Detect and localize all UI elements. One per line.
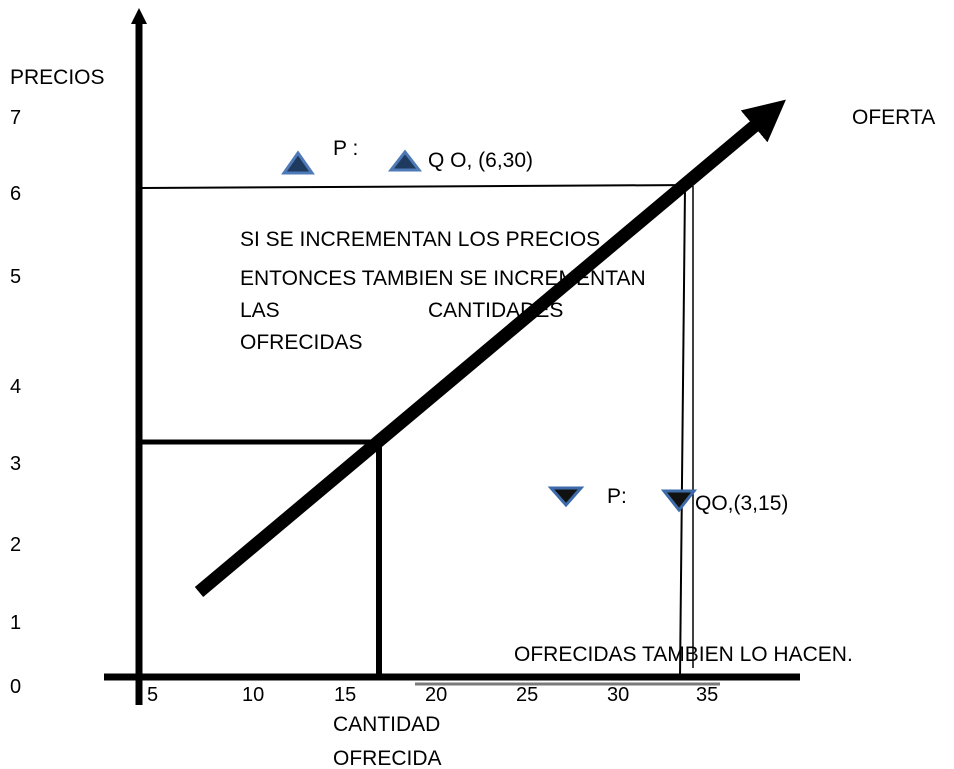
legend-up-price-label: P : — [333, 137, 358, 160]
explanation-line-4: OFRECIDAS — [240, 331, 363, 354]
x-tick-label: 35 — [696, 684, 718, 706]
y-axis-arrowhead — [131, 8, 147, 24]
quantity-up-triangle-icon — [387, 149, 423, 172]
x-tick-label: 30 — [607, 684, 629, 706]
y-axis-title: PRECIOS — [10, 66, 105, 89]
explanation-line-1: SI SE INCREMENTAN LOS PRECIOS — [240, 228, 600, 251]
supply-curve — [194, 99, 786, 597]
x-tick-label: 25 — [516, 684, 538, 706]
legend-down-quantity-label: QO,(3,15) — [695, 492, 788, 515]
guide-line-quantity-30-a — [679, 187, 686, 678]
explanation-line-3b: CANTIDADES — [428, 299, 563, 322]
x-tick-label: 15 — [334, 684, 356, 706]
quantity-down-triangle-icon — [660, 489, 698, 513]
y-tick-label: 0 — [10, 676, 21, 698]
x-tick-label: 20 — [425, 684, 447, 706]
x-axis-title-line2: OFRECIDA — [333, 747, 442, 769]
y-tick-label: 2 — [10, 534, 21, 556]
explanation-line-2: ENTONCES TAMBIEN SE INCREMENTAN — [240, 267, 646, 290]
explanation-line-3a: LAS — [240, 299, 280, 322]
bottom-note: OFRECIDAS TAMBIEN LO HACEN. — [514, 643, 853, 666]
supply-curve-label: OFERTA — [852, 106, 935, 129]
price-up-triangle-icon — [281, 150, 315, 175]
price-down-triangle-icon — [547, 486, 585, 508]
y-tick-label: 7 — [10, 107, 21, 129]
legend-up-quantity-label: Q O, (6,30) — [428, 149, 533, 172]
x-axis-title-line1: CANTIDAD — [333, 713, 440, 736]
guide-line-price-6 — [141, 184, 694, 189]
y-tick-label: 6 — [10, 183, 21, 205]
y-tick-label: 1 — [10, 612, 21, 634]
legend-down-price-label: P: — [607, 485, 627, 508]
x-tick-label: 10 — [242, 684, 264, 706]
y-tick-label: 5 — [10, 266, 21, 288]
x-tick-label: 5 — [147, 684, 158, 706]
y-tick-label: 3 — [10, 453, 21, 475]
y-tick-label: 4 — [10, 376, 21, 398]
